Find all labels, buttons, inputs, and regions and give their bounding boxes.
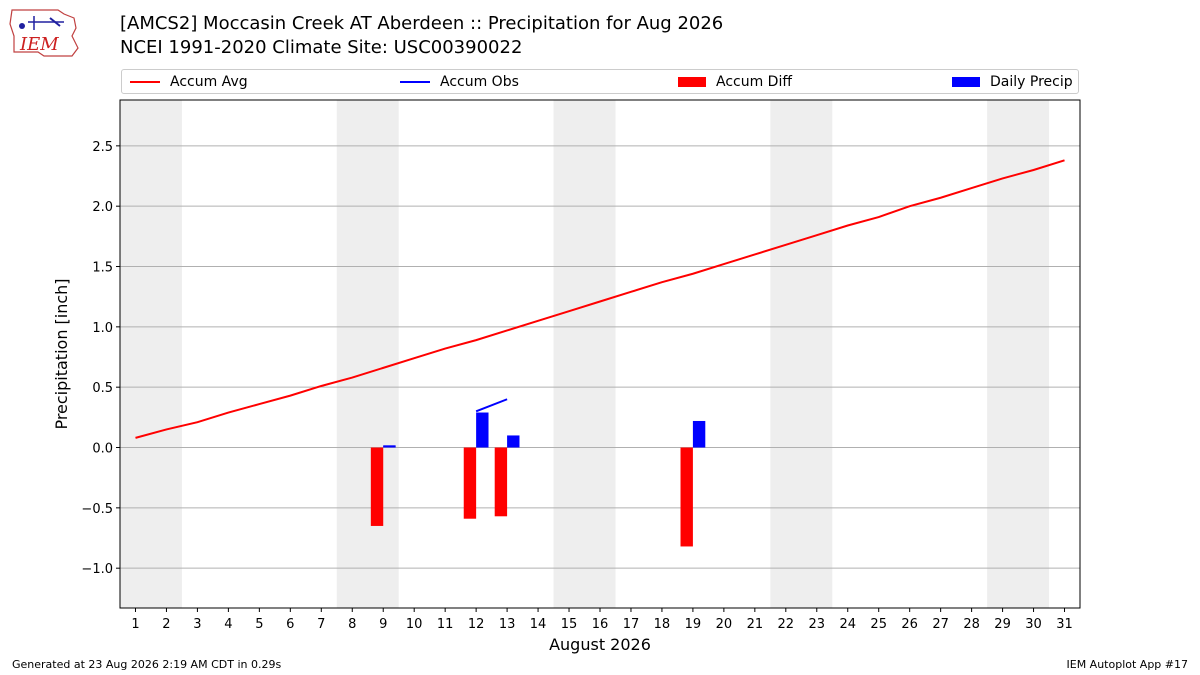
iem-logo-icon: IEM [9, 9, 79, 57]
y-tick-label: 1.5 [92, 261, 113, 276]
generated-timestamp: Generated at 23 Aug 2026 2:19 AM CDT in … [12, 658, 282, 671]
y-tick-label: 1.0 [92, 321, 113, 336]
accum-obs-series [475, 398, 508, 413]
chart-subtitle: NCEI 1991-2020 Climate Site: USC00390022 [120, 37, 523, 58]
y-tick-label: −1.0 [81, 562, 113, 577]
x-tick-label: 15 [561, 617, 578, 632]
x-tick-label: 26 [901, 617, 918, 632]
x-tick-label: 25 [870, 617, 887, 632]
x-tick-label: 31 [1056, 617, 1073, 632]
daily-precip-bars [383, 412, 706, 448]
x-tick-label: 5 [255, 617, 263, 632]
x-tick-label: 28 [963, 617, 980, 632]
daily-precip-bar [476, 412, 489, 448]
chart-title: [AMCS2] Moccasin Creek AT Aberdeen :: Pr… [120, 13, 724, 34]
legend-swatch [130, 81, 160, 83]
legend-swatch [678, 77, 706, 87]
x-tick-label: 17 [623, 617, 640, 632]
legend-label: Accum Avg [170, 74, 248, 90]
x-tick-label: 22 [778, 617, 795, 632]
x-tick-label: 14 [530, 617, 547, 632]
legend-label: Daily Precip [990, 74, 1073, 90]
legend-item-accum-obs: Accum Obs [400, 73, 519, 91]
legend-item-daily-precip: Daily Precip [952, 73, 1073, 91]
x-tick-label: 11 [437, 617, 454, 632]
legend-swatch [952, 77, 980, 87]
accum-diff-bar [370, 447, 384, 526]
svg-text:IEM: IEM [19, 34, 59, 55]
y-axis-label: Precipitation [inch] [52, 278, 71, 429]
y-tick-label: 2.0 [92, 200, 113, 215]
daily-precip-bar [507, 435, 520, 448]
x-tick-label: 27 [932, 617, 949, 632]
x-axis-label: August 2026 [549, 635, 651, 654]
y-tick-label: −0.5 [81, 502, 113, 517]
weekend-band [770, 100, 833, 608]
x-tick-label: 1 [131, 617, 139, 632]
x-tick-label: 30 [1025, 617, 1042, 632]
y-tick-label: 0.0 [92, 442, 113, 457]
x-tick-label: 13 [499, 617, 516, 632]
x-tick-label: 10 [406, 617, 423, 632]
y-axis-ticks: −1.0 −0.5 0.0 0.5 1.0 1.5 2.0 2.5 [81, 140, 120, 577]
x-tick-label: 2 [162, 617, 170, 632]
accum-diff-bars [370, 447, 693, 547]
legend-label: Accum Diff [716, 74, 793, 90]
x-axis-ticks: 1 2 3 4 5 6 7 8 9 10 11 12 13 14 15 16 17 18 19 20 21 22 23 24 2… [131, 608, 1073, 632]
legend-item-accum-avg: Accum Avg [130, 73, 248, 91]
legend-item-accum-diff: Accum Diff [678, 73, 792, 91]
accum-diff-bar [680, 447, 693, 547]
x-tick-label: 21 [747, 617, 764, 632]
x-tick-label: 9 [379, 617, 387, 632]
weekend-shading [120, 100, 1050, 608]
accum-diff-bar [463, 447, 477, 519]
x-tick-label: 8 [348, 617, 356, 632]
x-tick-label: 18 [654, 617, 671, 632]
x-tick-label: 4 [224, 617, 232, 632]
legend: Accum Avg Accum Obs Accum Diff Daily Pre… [121, 69, 1079, 94]
x-tick-label: 29 [994, 617, 1011, 632]
daily-precip-bar [692, 420, 706, 448]
x-tick-label: 6 [286, 617, 294, 632]
x-tick-label: 16 [592, 617, 609, 632]
weekend-band [120, 100, 182, 608]
accum-obs-line [383, 398, 508, 448]
y-tick-label: 2.5 [92, 140, 113, 155]
x-tick-label: 7 [317, 617, 325, 632]
x-tick-label: 19 [685, 617, 702, 632]
accum-avg-series [135, 159, 1065, 439]
y-tick-label: 0.5 [92, 381, 113, 396]
x-tick-label: 12 [468, 617, 485, 632]
x-tick-label: 24 [839, 617, 856, 632]
accum-avg-line [135, 159, 1065, 439]
legend-swatch [400, 81, 430, 83]
weekend-band [553, 100, 616, 608]
autoplot-app-label: IEM Autoplot App #17 [1066, 658, 1189, 671]
x-tick-label: 20 [716, 617, 733, 632]
legend-label: Accum Obs [440, 74, 519, 90]
weekend-band [336, 100, 399, 608]
weekend-band [987, 100, 1050, 608]
grid-lines [120, 145, 1080, 569]
accum-diff-bar [494, 447, 508, 517]
x-tick-label: 23 [809, 617, 826, 632]
x-tick-label: 3 [193, 617, 201, 632]
